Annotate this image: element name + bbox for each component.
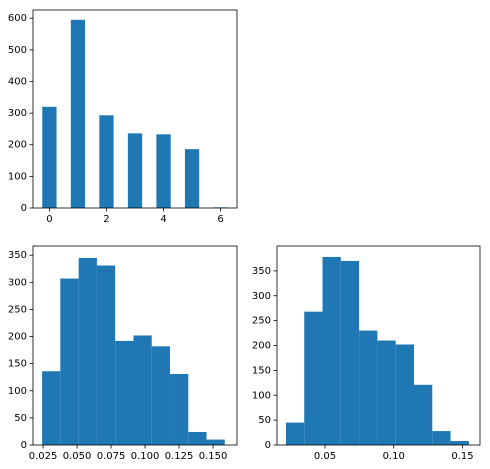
y-tick-label: 200 — [8, 140, 27, 151]
y-tick-label: 350 — [8, 250, 27, 261]
x-tick-label: 0.025 — [29, 451, 58, 462]
y-tick-label: 0 — [265, 440, 271, 451]
bar — [127, 133, 143, 208]
histogram-bar — [285, 422, 305, 445]
y-tick-label: 100 — [252, 390, 271, 401]
x-tick-label: 0.10 — [383, 451, 405, 462]
y-tick-label: 50 — [14, 413, 27, 424]
y-tick-label: 0 — [21, 203, 27, 214]
bar — [70, 19, 86, 208]
y-tick-label: 250 — [8, 304, 27, 315]
histogram-bar — [60, 278, 79, 445]
y-tick-label: 400 — [8, 76, 27, 87]
axes-frame — [32, 9, 238, 209]
axes-frame — [32, 245, 238, 446]
x-tick-label: 0.100 — [131, 451, 160, 462]
x-tick-label: 0 — [46, 214, 52, 225]
histogram-bar — [359, 330, 378, 445]
bar — [184, 149, 200, 208]
y-tick-label: 100 — [8, 386, 27, 397]
x-tick-label: 4 — [160, 214, 166, 225]
x-tick-label: 2 — [103, 214, 109, 225]
histogram-bar — [377, 340, 396, 445]
histogram-bar — [304, 311, 323, 445]
histogram-bar — [450, 441, 469, 445]
y-tick-label: 100 — [8, 171, 27, 182]
y-tick-label: 200 — [8, 332, 27, 343]
x-tick-label: 0.075 — [97, 451, 126, 462]
y-tick-label: 350 — [252, 266, 271, 277]
y-tick-label: 300 — [252, 291, 271, 302]
histogram-bar — [188, 431, 207, 445]
y-tick-label: 300 — [8, 108, 27, 119]
x-tick-label: 0.125 — [165, 451, 194, 462]
x-tick-label: 0.050 — [63, 451, 92, 462]
x-tick-label: 0.15 — [451, 451, 473, 462]
y-tick-label: 500 — [8, 45, 27, 56]
y-tick-label: 250 — [252, 316, 271, 327]
histogram-bar — [340, 260, 360, 445]
bar — [156, 134, 171, 208]
x-tick-label: 6 — [217, 214, 223, 225]
y-tick-label: 600 — [8, 13, 27, 24]
histogram-bar — [42, 371, 61, 445]
histogram-bar — [206, 439, 225, 445]
bar — [99, 115, 114, 208]
histogram-bar — [413, 384, 433, 445]
histogram-bar — [115, 340, 134, 445]
x-tick-label: 0.05 — [314, 451, 336, 462]
y-tick-label: 300 — [8, 277, 27, 288]
x-tick-label: 0.150 — [199, 451, 228, 462]
histogram-bar — [432, 431, 451, 445]
histogram-bar — [169, 373, 189, 445]
y-tick-label: 150 — [8, 359, 27, 370]
y-tick-label: 200 — [252, 341, 271, 352]
y-tick-label: 0 — [21, 440, 27, 451]
bar — [42, 106, 57, 208]
histogram-bar — [322, 256, 341, 445]
histogram-bar — [395, 344, 414, 445]
histogram-bar — [78, 257, 97, 445]
histogram-bar — [133, 335, 152, 445]
y-tick-label: 50 — [258, 415, 271, 426]
y-tick-label: 150 — [252, 365, 271, 376]
histogram-bar — [96, 265, 116, 445]
histogram-bar — [151, 346, 170, 445]
